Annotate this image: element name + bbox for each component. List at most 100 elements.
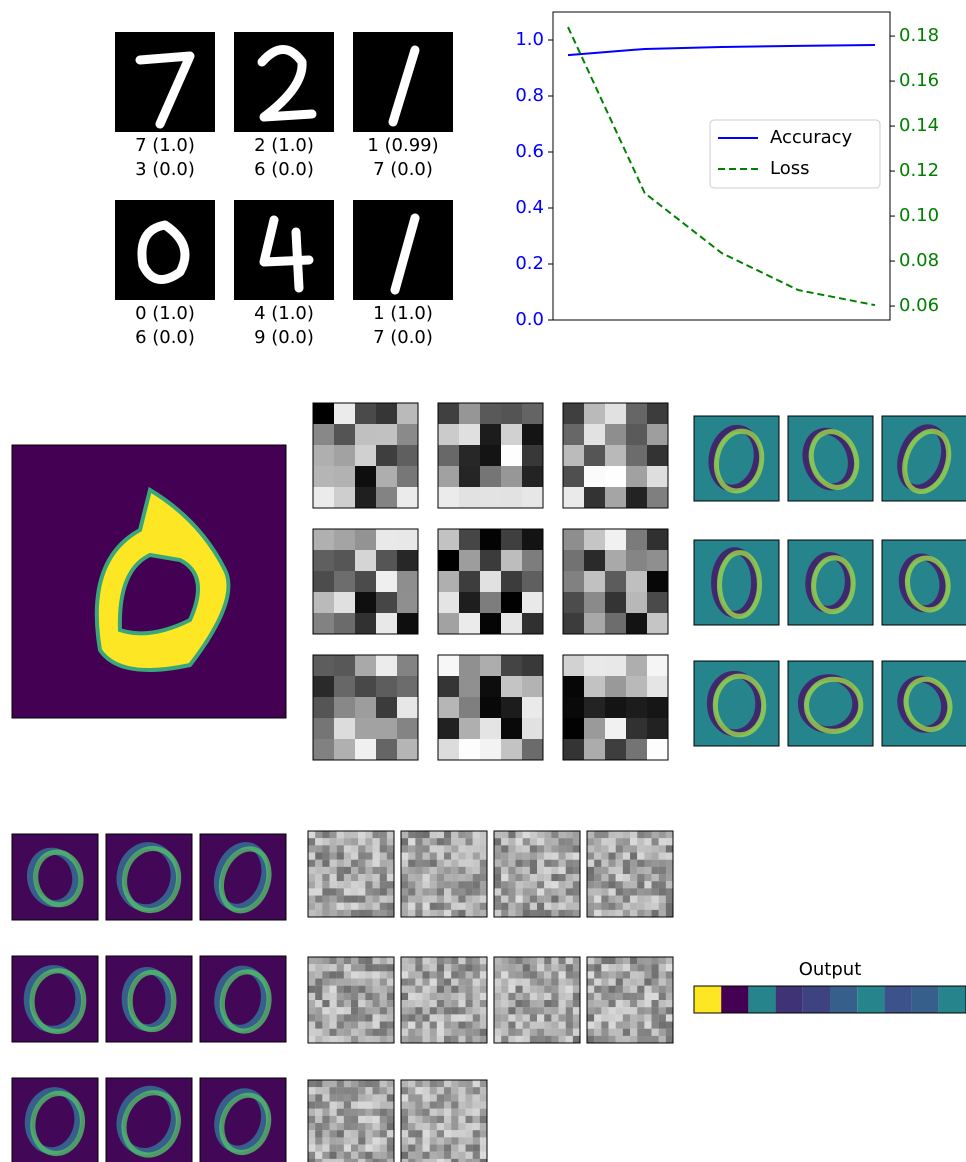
gray-pixel <box>365 860 372 867</box>
gray-pixel <box>337 1130 344 1137</box>
gray-pixel <box>380 831 387 838</box>
gray-pixel <box>365 986 372 993</box>
gray-pixel <box>480 1007 487 1014</box>
y2-tick-label: 0.18 <box>899 25 939 46</box>
gray-pixel <box>637 874 644 881</box>
map-bg <box>882 661 966 746</box>
gray-pixel <box>437 910 444 917</box>
gray-pixel <box>473 831 480 838</box>
gray-pixel <box>322 1137 329 1144</box>
gray-pixel <box>587 971 594 978</box>
gray-pixel <box>516 874 523 881</box>
gray-pixel <box>594 986 601 993</box>
gray-pixel <box>501 896 508 903</box>
gray-pixel <box>423 831 430 838</box>
gray-pixel <box>451 1102 458 1109</box>
gray-pixel <box>473 903 480 910</box>
gray-pixel <box>594 1022 601 1029</box>
gray-pixel <box>430 881 437 888</box>
gray-pixel <box>423 1109 430 1116</box>
gray-pixel <box>466 831 473 838</box>
gray-pixel <box>444 986 451 993</box>
gray-pixel <box>458 986 465 993</box>
gray-pixel <box>480 1022 487 1029</box>
gray-pixel <box>387 986 394 993</box>
gray-pixel <box>501 1022 508 1029</box>
gray-pixel <box>401 903 408 910</box>
gray-pixel <box>351 964 358 971</box>
gray-pixel <box>652 903 659 910</box>
gray-pixel <box>430 1102 437 1109</box>
gray-pixel <box>566 1000 573 1007</box>
gray-pixel <box>637 979 644 986</box>
gray-pixel <box>344 957 351 964</box>
filter-pixel <box>334 445 355 466</box>
gray-pixel <box>337 838 344 845</box>
feature-map <box>788 540 873 625</box>
gray-pixel <box>637 993 644 1000</box>
filter-pixel <box>522 487 543 508</box>
gray-pixel <box>373 1007 380 1014</box>
gray-pixel <box>415 1094 422 1101</box>
gray-pixel <box>573 979 580 986</box>
gray-pixel <box>601 896 608 903</box>
filter-pixel <box>605 697 626 718</box>
gray-pixel <box>473 1007 480 1014</box>
gray-pixel <box>544 1029 551 1036</box>
gray-pixel <box>315 1029 322 1036</box>
gray-pixel <box>380 867 387 874</box>
gray-pixel <box>337 845 344 852</box>
gray-pixel <box>630 888 637 895</box>
gray-pixel <box>559 1029 566 1036</box>
gray-pixel <box>659 903 666 910</box>
gray-pixel <box>473 845 480 852</box>
gray-pixel <box>559 888 566 895</box>
gray-pixel <box>423 1000 430 1007</box>
filter-pixel <box>584 592 605 613</box>
gray-pixel <box>516 1014 523 1021</box>
gray-pixel <box>401 971 408 978</box>
gray-pixel <box>601 888 608 895</box>
gray-pixel <box>544 1000 551 1007</box>
gray-pixel <box>466 867 473 874</box>
gray-pixel <box>337 957 344 964</box>
filter-pixel <box>522 676 543 697</box>
gray-pixel <box>344 1000 351 1007</box>
gray-pixel <box>344 1145 351 1152</box>
gray-pixel <box>630 979 637 986</box>
gray-pixel <box>659 845 666 852</box>
gray-pixel <box>387 903 394 910</box>
gray-pixel <box>566 903 573 910</box>
gray-pixel <box>494 1014 501 1021</box>
filter-pixel <box>584 571 605 592</box>
gray-pixel <box>387 979 394 986</box>
gray-pixel <box>466 1007 473 1014</box>
gray-pixel <box>652 964 659 971</box>
gray-pixel <box>430 986 437 993</box>
filter-pixel <box>522 550 543 571</box>
gray-pixel <box>437 831 444 838</box>
feature-map <box>12 834 98 920</box>
gray-pixel <box>437 1116 444 1123</box>
filter-pixel <box>438 487 459 508</box>
gray-pixel <box>666 867 673 874</box>
gray-pixel <box>308 867 315 874</box>
gray-pixel <box>501 881 508 888</box>
gray-pixel <box>559 993 566 1000</box>
gray-pixel <box>516 993 523 1000</box>
gray-pixel <box>337 1094 344 1101</box>
gray-pixel <box>644 1022 651 1029</box>
gray-pixel <box>466 1137 473 1144</box>
gray-pixel <box>315 845 322 852</box>
gray-pixel <box>637 881 644 888</box>
gray-pixel <box>373 1000 380 1007</box>
gray-pixel <box>351 888 358 895</box>
gray-pixel <box>322 881 329 888</box>
gray-map <box>401 1080 487 1162</box>
gray-pixel <box>551 979 558 986</box>
gray-pixel <box>652 986 659 993</box>
gray-pixel <box>408 1000 415 1007</box>
gray-pixel <box>623 964 630 971</box>
gray-pixel <box>630 831 637 838</box>
gray-pixel <box>523 874 530 881</box>
